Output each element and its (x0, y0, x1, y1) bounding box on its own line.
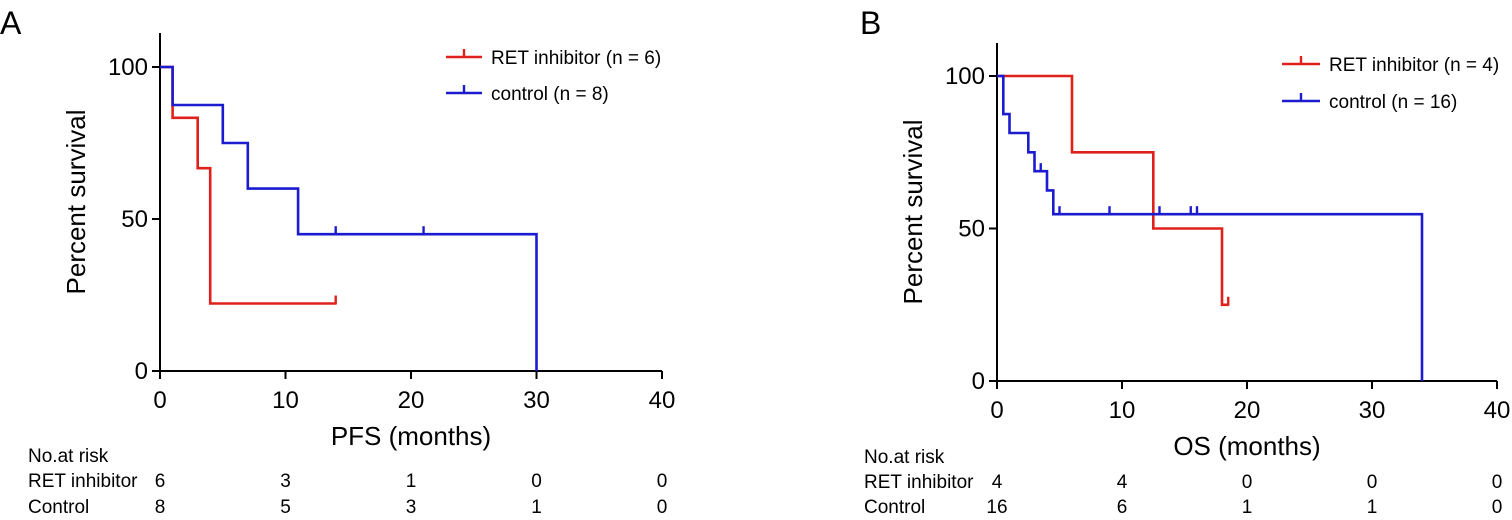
risk-value-control: 1 (1242, 497, 1253, 518)
legend-label-ret-inhibitor: RET inhibitor (n = 6) (491, 48, 661, 69)
x-tick-label: 20 (1234, 397, 1261, 424)
risk-value-ret-inhibitor: 0 (531, 471, 542, 492)
risk-value-ret-inhibitor: 0 (1367, 472, 1378, 493)
risk-value-ret-inhibitor: 3 (280, 471, 291, 492)
series-line-control (160, 65, 538, 371)
x-axis-label: OS (months) (1173, 431, 1320, 461)
risk-value-control: 0 (657, 497, 668, 518)
y-tick-label: 100 (945, 63, 985, 90)
risk-value-control: 5 (280, 497, 291, 518)
risk-value-control: 1 (1367, 497, 1378, 518)
risk-row-label-control: Control (28, 497, 89, 518)
risk-value-control: 1 (531, 497, 542, 518)
legend-label-ret-inhibitor: RET inhibitor (n = 4) (1329, 55, 1499, 76)
panel-letter: A (0, 5, 22, 41)
x-tick-label: 10 (272, 387, 299, 414)
risk-value-ret-inhibitor: 4 (1117, 472, 1128, 493)
risk-value-ret-inhibitor: 0 (1492, 472, 1503, 493)
legend-label-control: control (n = 16) (1329, 92, 1457, 113)
risk-value-ret-inhibitor: 4 (992, 472, 1003, 493)
x-tick-label: 20 (398, 387, 425, 414)
y-tick-label: 50 (958, 216, 985, 243)
risk-value-control: 6 (1117, 497, 1128, 518)
y-tick-label: 50 (121, 206, 148, 233)
risk-row-label-control: Control (864, 497, 925, 518)
risk-value-control: 16 (986, 497, 1007, 518)
y-tick-label: 0 (972, 368, 985, 395)
x-tick-label: 30 (1359, 397, 1386, 424)
risk-value-control: 3 (406, 497, 417, 518)
y-axis-label: Percent survival (61, 110, 91, 295)
x-axis-label: PFS (months) (331, 421, 491, 451)
risk-row-label-ret-inhibitor: RET inhibitor (864, 472, 974, 493)
risk-value-control: 8 (155, 497, 166, 518)
legend-label-control: control (n = 8) (491, 84, 609, 105)
risk-value-control: 0 (1492, 497, 1503, 518)
x-tick-label: 0 (153, 387, 166, 414)
risk-table-header: No.at risk (864, 447, 945, 468)
x-tick-label: 30 (523, 387, 550, 414)
x-tick-label: 10 (1109, 397, 1136, 424)
risk-table-header: No.at risk (28, 446, 109, 467)
risk-value-ret-inhibitor: 0 (657, 471, 668, 492)
risk-value-ret-inhibitor: 0 (1242, 472, 1253, 493)
risk-value-ret-inhibitor: 1 (406, 471, 417, 492)
risk-row-label-ret-inhibitor: RET inhibitor (28, 471, 138, 492)
y-tick-label: 100 (108, 54, 148, 81)
series-line-ret-inhibitor (997, 74, 1229, 307)
panel-letter: B (860, 5, 881, 41)
y-axis-label: Percent survival (898, 120, 928, 305)
x-tick-label: 40 (649, 387, 676, 414)
risk-value-ret-inhibitor: 6 (155, 471, 166, 492)
x-tick-label: 0 (990, 397, 1003, 424)
y-tick-label: 0 (135, 358, 148, 385)
x-tick-label: 40 (1484, 397, 1511, 424)
series-line-control (997, 74, 1424, 381)
